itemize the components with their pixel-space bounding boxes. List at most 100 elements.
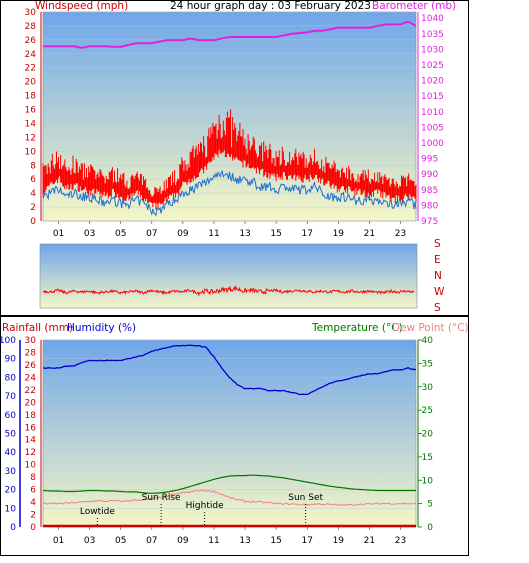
upper-frame xyxy=(0,0,469,316)
direction-label: E xyxy=(434,254,441,266)
x-tick-label: 23 xyxy=(395,536,406,546)
x-tick-label: 17 xyxy=(301,229,312,239)
x-tick-label: 15 xyxy=(270,536,281,546)
barometer-tick-label: 1005 xyxy=(421,123,444,133)
x-tick-label: 13 xyxy=(239,229,250,239)
rain-tick-label: 12 xyxy=(25,448,36,458)
windspeed-tick-label: 0 xyxy=(30,217,36,227)
temperature-series xyxy=(42,474,416,494)
humidity-tick-label: 0 xyxy=(10,523,16,533)
barometer-tick-label: 975 xyxy=(421,217,438,227)
rain-tick-label: 0 xyxy=(30,523,36,533)
humidity-tick-label: 100 xyxy=(0,336,16,346)
windspeed-tick-label: 28 xyxy=(25,22,37,32)
rain-tick-label: 2 xyxy=(30,511,36,521)
barometer-axis-title: Barometer (mb) xyxy=(372,0,456,12)
humidity-tick-label: 90 xyxy=(5,355,17,365)
direction-label: S xyxy=(434,238,441,250)
humidity-tick-label: 10 xyxy=(5,504,17,514)
barometer-tick-label: 1030 xyxy=(421,45,444,55)
rain-tick-label: 10 xyxy=(25,461,37,471)
x-tick-label: 09 xyxy=(177,536,189,546)
event-label: Sun Rise xyxy=(142,493,181,503)
temperature-tick-label: 10 xyxy=(422,476,434,486)
barometer-tick-label: 1015 xyxy=(421,92,444,102)
x-tick-label: 21 xyxy=(364,536,375,546)
windspeed-series xyxy=(42,109,417,210)
humidity-tick-label: 40 xyxy=(5,448,17,458)
x-tick-label: 01 xyxy=(53,536,64,546)
x-tick-label: 07 xyxy=(146,229,157,239)
barometer-tick-label: 1010 xyxy=(421,108,444,118)
barometer-tick-label: 985 xyxy=(421,186,438,196)
x-tick-label: 19 xyxy=(333,229,345,239)
rain-tick-label: 24 xyxy=(25,373,37,383)
dewpoint-axis-title: Dew Point (°C) xyxy=(392,322,469,334)
windspeed-tick-label: 14 xyxy=(25,119,37,129)
x-tick-label: 03 xyxy=(84,229,95,239)
event-label: Lowtide xyxy=(80,507,115,517)
temperature-tick-label: 20 xyxy=(422,430,434,440)
barometer-tick-label: 1025 xyxy=(421,61,444,71)
windspeed-tick-label: 16 xyxy=(25,106,37,116)
rain-tick-label: 20 xyxy=(25,398,37,408)
barometer-tick-label: 1040 xyxy=(421,14,444,24)
x-tick-label: 11 xyxy=(208,536,219,546)
wind-direction-series xyxy=(42,284,415,297)
rain-tick-label: 30 xyxy=(25,336,37,346)
dewpoint-series xyxy=(42,489,417,507)
windspeed-tick-label: 6 xyxy=(30,175,36,185)
humidity-tick-label: 50 xyxy=(5,430,17,440)
humidity-tick-label: 60 xyxy=(5,411,17,421)
temperature-tick-label: 25 xyxy=(422,406,433,416)
temperature-tick-label: 0 xyxy=(427,523,433,533)
x-tick-label: 15 xyxy=(270,229,281,239)
event-label: Sun Set xyxy=(288,493,323,503)
humidity-tick-label: 80 xyxy=(5,373,17,383)
barometer-tick-label: 990 xyxy=(421,170,438,180)
rain-tick-label: 16 xyxy=(25,423,37,433)
barometer-tick-label: 1000 xyxy=(421,139,444,149)
rainfall-axis-title: Rainfall (mm) xyxy=(2,322,73,334)
x-tick-label: 03 xyxy=(84,536,95,546)
x-tick-label: 07 xyxy=(146,536,157,546)
x-tick-label: 13 xyxy=(239,536,250,546)
rain-tick-label: 18 xyxy=(25,411,37,421)
temperature-tick-label: 40 xyxy=(422,336,434,346)
windspeed-tick-label: 22 xyxy=(25,64,36,74)
rain-tick-label: 4 xyxy=(30,498,36,508)
rain-tick-label: 14 xyxy=(25,436,37,446)
barometer-tick-label: 995 xyxy=(421,155,438,165)
windspeed-tick-label: 4 xyxy=(30,189,36,199)
x-tick-label: 21 xyxy=(364,229,375,239)
x-tick-label: 09 xyxy=(177,229,189,239)
barometer-tick-label: 1020 xyxy=(421,77,444,87)
graph-title: 24 hour graph day : 03 February 2023 xyxy=(170,0,371,12)
rain-tick-label: 22 xyxy=(25,386,36,396)
windspeed-axis-title: Windspeed (mph) xyxy=(35,0,128,12)
lower-frame xyxy=(0,316,469,556)
temperature-tick-label: 15 xyxy=(422,453,433,463)
rain-tick-label: 6 xyxy=(30,486,36,496)
windspeed-tick-label: 26 xyxy=(25,36,37,46)
rain-tick-label: 28 xyxy=(25,348,37,358)
windspeed-tick-label: 20 xyxy=(25,78,37,88)
barometer-tick-label: 1035 xyxy=(421,30,444,40)
x-tick-label: 05 xyxy=(115,229,126,239)
direction-label: W xyxy=(434,286,445,298)
x-tick-label: 01 xyxy=(53,229,64,239)
humidity-tick-label: 20 xyxy=(5,486,17,496)
humidity-series xyxy=(42,344,417,396)
windspeed-tick-label: 18 xyxy=(25,92,37,102)
wind-direction-plot-area xyxy=(39,243,418,309)
rain-tick-label: 8 xyxy=(30,473,36,483)
temperature-tick-label: 35 xyxy=(422,359,433,369)
windspeed-tick-label: 8 xyxy=(30,161,36,171)
x-tick-label: 19 xyxy=(333,536,345,546)
x-tick-label: 05 xyxy=(115,536,126,546)
temperature-axis-title: Temperature (°C) xyxy=(311,322,403,334)
humidity-tick-label: 30 xyxy=(5,467,17,477)
windspeed-tick-label: 2 xyxy=(30,203,36,213)
